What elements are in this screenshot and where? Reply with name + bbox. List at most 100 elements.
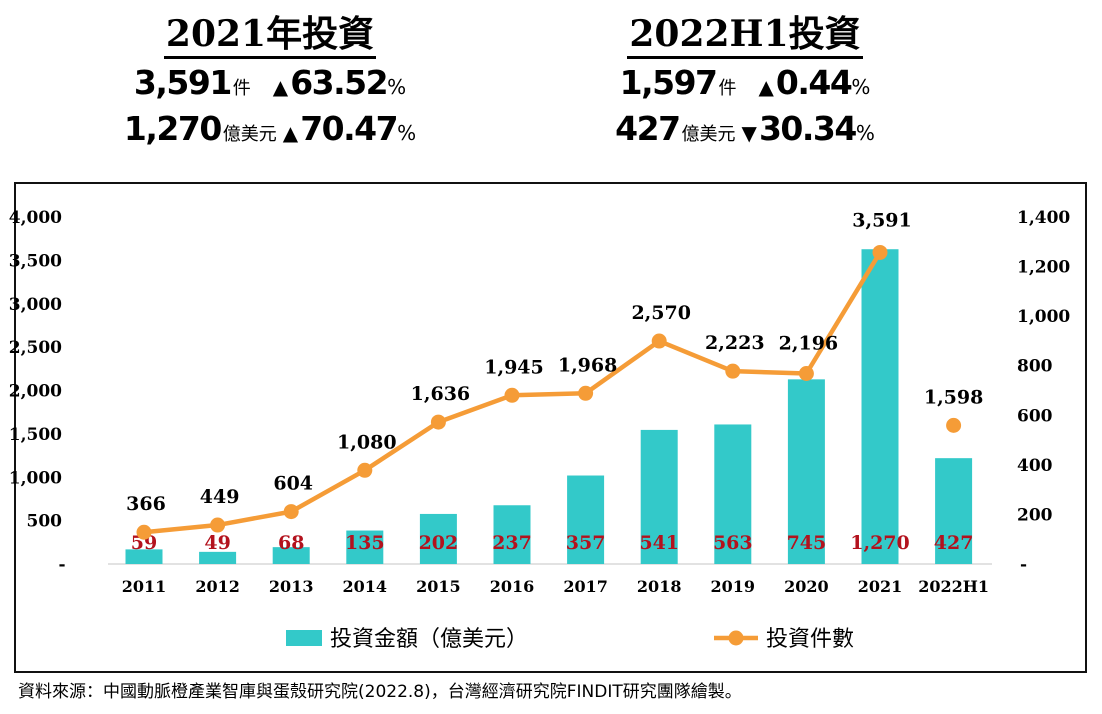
x-axis-tick-label: 2016: [490, 577, 535, 596]
legend-bar-swatch: [286, 630, 322, 646]
bar-2020: [787, 379, 825, 564]
line-point-2016: [504, 387, 520, 403]
bar-value-label: 357: [566, 532, 606, 554]
amount-value: 427: [615, 109, 681, 148]
line-point-2022H1: [946, 417, 962, 433]
bar-2011: [125, 549, 163, 564]
line-point-2015: [430, 414, 446, 430]
count-value: 3,591: [133, 63, 232, 102]
right-axis-tick-label: 1,200: [1017, 258, 1070, 278]
bar-value-label: 427: [934, 532, 974, 554]
amount-unit: 億美元: [222, 124, 277, 145]
legend-line-label: 投資件數: [766, 627, 854, 652]
chart-frame: [14, 182, 1087, 673]
amount-change: 30.34: [758, 109, 857, 148]
headline-2021: 2021年投資 3,591 件 ▲63.52% 1,270 億美元 ▲70.47%: [70, 0, 470, 151]
line-value-label: 604: [273, 473, 313, 495]
line-point-2020: [798, 365, 814, 381]
line-value-label: 1,080: [337, 431, 397, 453]
right-axis-tick-label: 600: [1017, 406, 1053, 426]
bar-value-label: 135: [345, 532, 385, 554]
left-axis-tick-label: 2,000: [9, 382, 62, 402]
left-axis-tick-label: -: [58, 555, 65, 575]
line-point-2017: [578, 385, 594, 401]
headline-amount-line: 1,270 億美元 ▲70.47%: [70, 107, 470, 151]
left-axis-tick-label: 500: [27, 512, 63, 532]
left-axis-tick-label: 3,500: [9, 251, 62, 271]
line-point-2021: [872, 244, 888, 260]
legend-bar-label: 投資金額（億美元）: [330, 627, 528, 652]
line-value-label: 3,591: [852, 209, 912, 231]
percent-sign: %: [855, 121, 875, 145]
x-axis-tick-label: 2022H1: [918, 577, 989, 596]
down-triangle-icon: ▼: [741, 121, 757, 145]
left-axis-tick-label: 3,000: [9, 295, 62, 315]
bar-value-label: 49: [204, 532, 230, 554]
line-value-label: 366: [126, 493, 166, 515]
line-value-label: 1,636: [411, 383, 471, 405]
x-axis-tick-label: 2020: [784, 577, 829, 596]
left-axis-tick-label: 2,500: [9, 338, 62, 358]
headline-2022h1: 2022H1投資 1,597 件 ▲0.44% 427 億美元 ▼30.34%: [545, 0, 945, 151]
headline-title: 2021年投資: [163, 14, 377, 59]
right-axis-tick-label: 1,000: [1017, 307, 1070, 327]
bar-value-label: 1,270: [850, 532, 910, 554]
bar-value-label: 541: [639, 532, 679, 554]
left-axis-tick-label: 1,500: [9, 425, 62, 445]
line-point-2014: [357, 462, 373, 478]
count-unit: 件: [232, 78, 251, 99]
x-axis-tick-label: 2012: [195, 577, 240, 596]
right-axis-tick-label: 1,400: [1017, 208, 1070, 228]
percent-sign: %: [397, 121, 417, 145]
headline-amount-line: 427 億美元 ▼30.34%: [545, 107, 945, 151]
x-axis-tick-label: 2014: [343, 577, 388, 596]
count-unit: 件: [718, 78, 737, 99]
x-axis-tick-label: 2017: [563, 577, 608, 596]
bar-2022H1: [935, 458, 973, 564]
line-point-2018: [651, 333, 667, 349]
bar-value-label: 745: [787, 532, 827, 554]
count-value: 1,597: [619, 63, 718, 102]
line-point-2012: [210, 517, 226, 533]
bar-value-label: 59: [131, 532, 157, 554]
bar-2018: [640, 429, 678, 564]
bar-value-label: 237: [492, 532, 532, 554]
percent-sign: %: [387, 75, 407, 99]
left-axis-tick-label: 1,000: [9, 468, 62, 488]
line-value-label: 2,223: [705, 332, 765, 354]
count-change: 63.52: [290, 63, 388, 102]
headline-title: 2022H1投資: [627, 14, 863, 59]
bar-2013: [272, 547, 310, 564]
line-point-2019: [725, 363, 741, 379]
x-axis-tick-label: 2021: [858, 577, 903, 596]
line-value-label: 449: [200, 486, 240, 508]
x-axis-tick-label: 2018: [637, 577, 682, 596]
legend-line-marker: [728, 630, 744, 646]
count-change: 0.44: [775, 63, 853, 102]
x-axis-tick-label: 2013: [269, 577, 314, 596]
x-axis-tick-label: 2019: [711, 577, 756, 596]
line-value-label: 1,968: [558, 354, 618, 376]
line-value-label: 2,196: [779, 332, 839, 354]
bar-2015: [419, 513, 457, 564]
amount-unit: 億美元: [681, 124, 736, 145]
right-axis-tick-label: 800: [1017, 357, 1053, 377]
bar-value-label: 202: [419, 532, 459, 554]
line-value-label: 2,570: [631, 302, 691, 324]
bar-2017: [567, 475, 605, 564]
percent-sign: %: [851, 75, 871, 99]
amount-change: 70.47: [300, 109, 398, 148]
up-triangle-icon: ▲: [282, 121, 299, 145]
up-triangle-icon: ▲: [272, 75, 289, 99]
right-axis-tick-label: -: [1020, 555, 1027, 575]
headline-count-line: 1,597 件 ▲0.44%: [545, 61, 945, 105]
right-axis-tick-label: 200: [1017, 505, 1053, 525]
line-value-label: 1,598: [924, 386, 984, 408]
line-value-label: 1,945: [484, 356, 544, 378]
bar-2012: [199, 551, 237, 564]
bar-2016: [493, 505, 531, 564]
source-note: 資料來源：中國動脈橙產業智庫與蛋殼研究院(2022.8)，台灣經濟研究院FIND…: [18, 682, 742, 702]
headline-count-line: 3,591 件 ▲63.52%: [70, 61, 470, 105]
up-triangle-icon: ▲: [758, 75, 774, 99]
